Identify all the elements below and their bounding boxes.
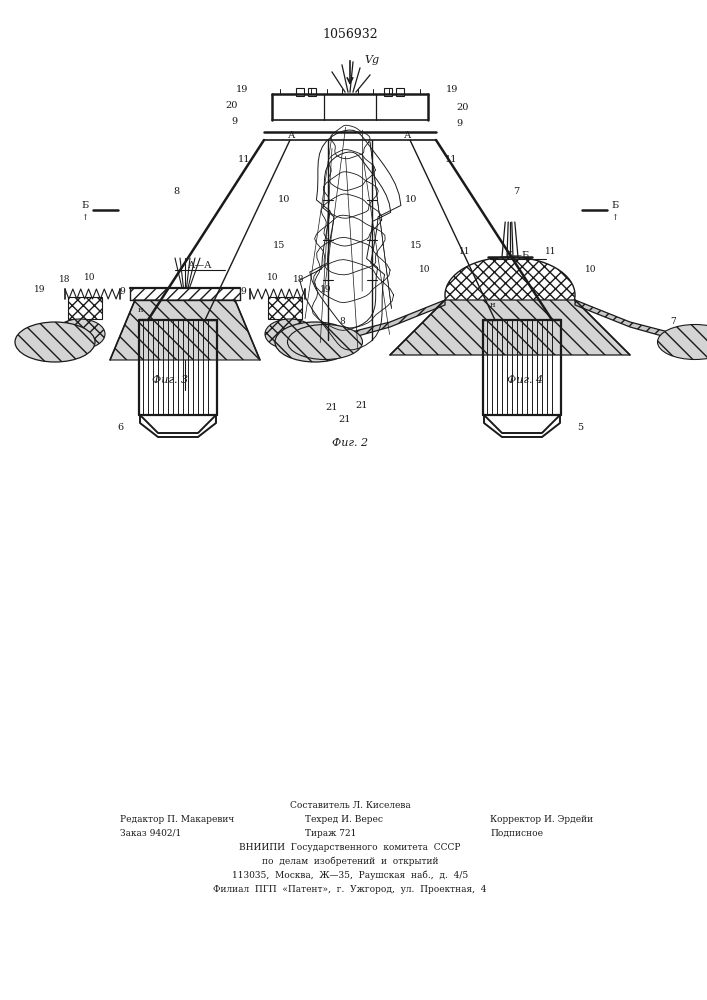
- Text: А: А: [404, 131, 411, 140]
- Text: 10: 10: [585, 265, 597, 274]
- Text: 21: 21: [339, 416, 351, 424]
- Text: Техред И. Верес: Техред И. Верес: [305, 814, 383, 824]
- Text: Подписное: Подписное: [490, 828, 543, 838]
- Text: Б—Б: Б—Б: [506, 250, 530, 259]
- Text: 10: 10: [419, 265, 430, 274]
- Text: 20: 20: [226, 101, 238, 109]
- Text: Корректор И. Эрдейи: Корректор И. Эрдейи: [490, 814, 593, 824]
- Text: 21: 21: [326, 403, 338, 412]
- Text: 10: 10: [405, 196, 417, 205]
- Text: Vg: Vg: [364, 55, 379, 65]
- Text: 1056932: 1056932: [322, 28, 378, 41]
- Text: Фиг. 3: Фиг. 3: [152, 375, 188, 385]
- Text: 15: 15: [410, 240, 422, 249]
- Text: Б: Б: [81, 202, 89, 211]
- Text: 11: 11: [545, 247, 556, 256]
- Text: 19: 19: [235, 86, 248, 95]
- Text: 19: 19: [446, 86, 458, 95]
- Text: 15: 15: [273, 240, 285, 249]
- Text: 7: 7: [513, 188, 519, 196]
- Text: 9: 9: [119, 288, 125, 296]
- Text: 19: 19: [320, 286, 332, 294]
- Text: 18: 18: [59, 275, 70, 284]
- Ellipse shape: [55, 319, 105, 349]
- Text: 6: 6: [117, 422, 123, 432]
- Text: 11: 11: [459, 247, 470, 256]
- Text: А: А: [288, 131, 296, 140]
- Text: 9: 9: [232, 117, 238, 126]
- Text: Филиал  ПГП  «Патент»,  г.  Ужгород,  ул.  Проектная,  4: Филиал ПГП «Патент», г. Ужгород, ул. Про…: [214, 884, 486, 894]
- Polygon shape: [390, 300, 630, 355]
- Ellipse shape: [275, 322, 355, 362]
- Text: 5: 5: [577, 422, 583, 432]
- Text: ↑: ↑: [82, 214, 88, 222]
- Text: 10: 10: [278, 196, 290, 205]
- Text: Фиг. 4: Фиг. 4: [507, 375, 543, 385]
- Ellipse shape: [15, 322, 95, 362]
- Ellipse shape: [288, 324, 363, 360]
- Text: Редактор П. Макаревич: Редактор П. Макаревич: [120, 814, 234, 824]
- Text: Тираж 721: Тираж 721: [305, 828, 356, 838]
- Bar: [396, 88, 404, 96]
- Text: н: н: [137, 306, 143, 314]
- Bar: [308, 88, 316, 96]
- Text: 20: 20: [456, 104, 468, 112]
- Polygon shape: [340, 300, 445, 341]
- Text: 113035,  Москва,  Ж—35,  Раушская  наб.,  д.  4/5: 113035, Москва, Ж—35, Раушская наб., д. …: [232, 870, 468, 880]
- Text: 10: 10: [83, 273, 95, 282]
- Text: А—А: А—А: [188, 260, 212, 269]
- Bar: [384, 88, 392, 96]
- Text: Заказ 9402/1: Заказ 9402/1: [120, 828, 181, 838]
- Ellipse shape: [265, 319, 315, 349]
- Text: н: н: [489, 301, 495, 309]
- Polygon shape: [575, 300, 680, 341]
- Text: Б: Б: [612, 202, 619, 211]
- Polygon shape: [268, 297, 302, 319]
- Text: 11: 11: [445, 155, 457, 164]
- Polygon shape: [110, 300, 260, 360]
- Ellipse shape: [445, 257, 575, 333]
- Text: 11: 11: [238, 155, 250, 164]
- Text: 7: 7: [670, 318, 676, 326]
- Text: ВНИИПИ  Государственного  комитета  СССР: ВНИИПИ Государственного комитета СССР: [239, 842, 461, 852]
- Text: 8: 8: [339, 318, 345, 326]
- Text: ↑: ↑: [612, 214, 619, 222]
- Text: 19: 19: [33, 286, 45, 294]
- Text: Составитель Л. Киселева: Составитель Л. Киселева: [290, 800, 410, 810]
- Text: 9: 9: [240, 288, 246, 296]
- Text: 9: 9: [456, 119, 462, 128]
- Ellipse shape: [658, 324, 707, 360]
- Text: 18: 18: [293, 275, 305, 284]
- Text: 21: 21: [356, 400, 368, 410]
- Text: 10: 10: [267, 273, 279, 282]
- Text: по  делам  изобретений  и  открытий: по делам изобретений и открытий: [262, 856, 438, 866]
- Polygon shape: [130, 288, 240, 300]
- Polygon shape: [68, 297, 102, 319]
- Text: 8: 8: [174, 188, 180, 196]
- Text: Фиг. 2: Фиг. 2: [332, 438, 368, 448]
- Bar: [296, 88, 304, 96]
